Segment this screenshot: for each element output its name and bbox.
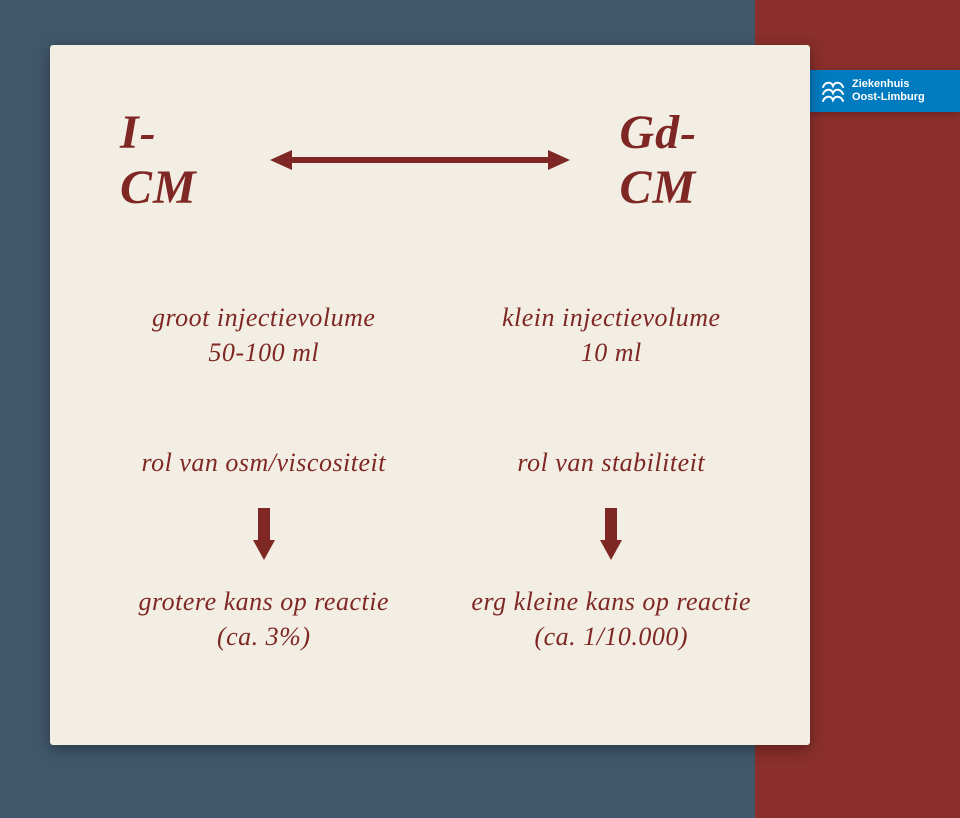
logo-line1: Ziekenhuis [852, 78, 925, 91]
right-column: klein injectievolume 10 ml rol van stabi… [468, 300, 756, 654]
hospital-logo: Ziekenhuis Oost-Limburg [810, 70, 960, 112]
right-item-3-line2: (ca. 1/10.000) [471, 619, 751, 654]
right-item-2: rol van stabiliteit [517, 445, 705, 480]
right-item-1: klein injectievolume 10 ml [502, 300, 721, 370]
left-item-1-line2: 50-100 ml [152, 335, 375, 370]
double-arrow-icon [270, 146, 570, 174]
right-item-3-line1: erg kleine kans op reactie [471, 584, 751, 619]
left-item-3-line1: grotere kans op reactie [139, 584, 390, 619]
slide-card: I-CM Gd-CM groot injectievolume 50-100 m… [50, 45, 810, 745]
left-item-3-line2: (ca. 3%) [139, 619, 390, 654]
left-column: groot injectievolume 50-100 ml rol van o… [120, 300, 408, 654]
logo-mark-icon [820, 78, 846, 104]
columns: groot injectievolume 50-100 ml rol van o… [120, 300, 755, 654]
left-item-1: groot injectievolume 50-100 ml [152, 300, 375, 370]
title-right: Gd-CM [620, 105, 755, 215]
arrow-down-icon [600, 508, 622, 560]
title-left: I-CM [120, 105, 220, 215]
left-item-1-line1: groot injectievolume [152, 300, 375, 335]
left-item-3: grotere kans op reactie (ca. 3%) [139, 584, 390, 654]
left-item-2: rol van osm/viscositeit [141, 445, 386, 480]
right-item-3: erg kleine kans op reactie (ca. 1/10.000… [471, 584, 751, 654]
header-row: I-CM Gd-CM [120, 105, 755, 215]
right-item-1-line2: 10 ml [502, 335, 721, 370]
arrow-down-icon [253, 508, 275, 560]
right-item-1-line1: klein injectievolume [502, 300, 721, 335]
logo-text: Ziekenhuis Oost-Limburg [852, 78, 925, 103]
logo-line2: Oost-Limburg [852, 91, 925, 104]
